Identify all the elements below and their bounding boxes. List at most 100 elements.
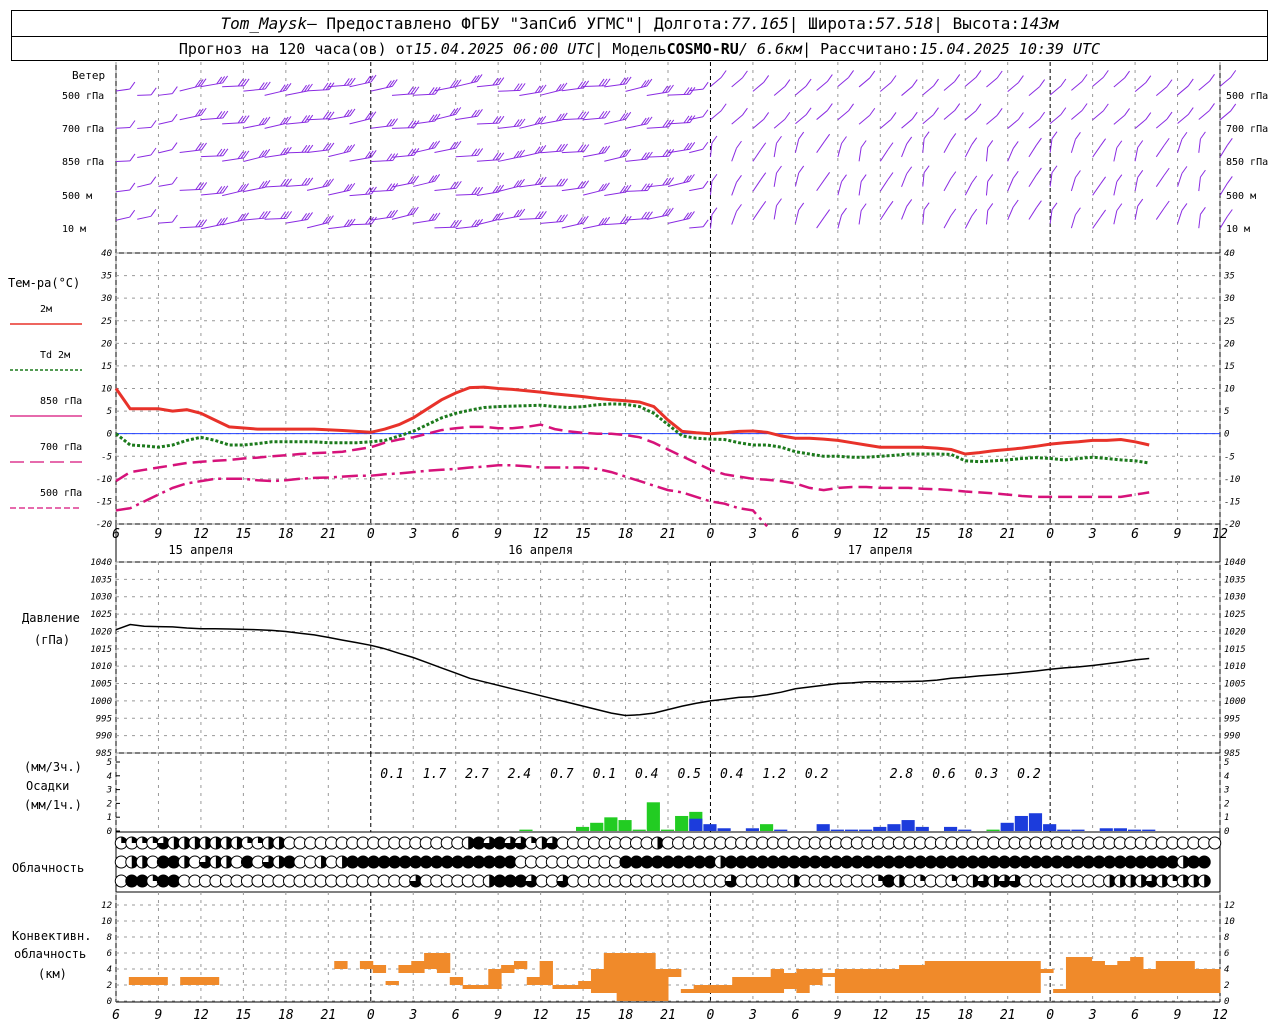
wind-barb-feather [307, 114, 314, 123]
conv-ytick-left: 0 [107, 997, 112, 1007]
cloud-fill [504, 875, 517, 887]
wind-barb-feather [222, 217, 228, 225]
wind-barb-shaft [879, 207, 889, 221]
wind-barb-feather [954, 74, 961, 82]
wind-barb-shaft [370, 216, 393, 221]
wind-barb-shaft [752, 119, 764, 129]
wind-barb-feather [711, 207, 718, 215]
wind-barb-feather [826, 74, 833, 82]
wind-barb-shaft [519, 91, 542, 96]
conv-ytick-right: 8 [1224, 933, 1229, 943]
conv-bar [847, 969, 862, 993]
wind-barb-feather [954, 103, 961, 111]
wind-barb-feather [534, 117, 541, 125]
conv-bar [745, 977, 759, 993]
conv-bar [1194, 969, 1208, 993]
wind-barb-shaft [879, 149, 889, 162]
cloud-symbol [1208, 836, 1222, 850]
wind-barb-feather [449, 80, 456, 89]
time-tick-bottom: 15 [915, 1008, 931, 1023]
wind-barb-feather [428, 87, 435, 95]
wind-barb-shaft [1049, 85, 1062, 96]
wind-barb-feather [887, 172, 894, 180]
wind-barb-shaft [1198, 138, 1201, 153]
snow-bar [958, 829, 972, 831]
cloud-fill [388, 856, 401, 868]
wind-barb-shaft [943, 81, 956, 91]
wind-barb-shaft [752, 179, 762, 192]
wind-barb-shaft [285, 151, 308, 154]
wind-barb-feather [559, 214, 565, 223]
wind-barb-feather [219, 217, 225, 226]
cloud-fill [993, 875, 1000, 887]
calc-time: 15.04.2025 10:39 UTC [919, 39, 1101, 58]
wind-barb-feather [349, 182, 356, 191]
wind-barb-feather [474, 219, 480, 227]
cloud-fill [1072, 856, 1085, 868]
wind-barb-shaft [582, 152, 605, 158]
time-tick-bottom: 3 [408, 1008, 417, 1023]
wind-barb-feather [513, 83, 520, 91]
wind-level-left: 700 гПа [62, 124, 104, 135]
wind-barb-shaft [709, 142, 713, 157]
prec-total-3h: 0.2 [805, 767, 829, 782]
cloud-fill [1193, 875, 1200, 887]
cloud-fill [777, 856, 790, 868]
wind-barb-shaft [1028, 144, 1037, 158]
cloud-fill [556, 875, 569, 888]
cloud-fill [1166, 856, 1179, 868]
wind-barb-feather [328, 111, 335, 120]
prec-ytick-left: 2 [107, 799, 112, 809]
pres-ytick-right: 1025 [1224, 610, 1246, 620]
wind-barb-shaft [455, 115, 478, 121]
snow-bar [859, 829, 873, 831]
wind-barb-shaft [285, 121, 308, 125]
wind-barb-feather [279, 117, 286, 126]
wind-barb-feather [1102, 70, 1109, 78]
wind-barb-shaft [667, 217, 690, 224]
wind-barb-shaft [689, 116, 704, 121]
wind-barb-feather [1039, 79, 1046, 87]
wind-barb-feather [763, 75, 770, 83]
wind-barb-feather [537, 177, 544, 185]
temp-ytick-left: 15 [101, 362, 112, 372]
wind-barb-shaft [1007, 206, 1014, 221]
lat-label: | Широта: [788, 14, 876, 33]
wind-barb-feather [219, 76, 226, 84]
wind-barb-feather [386, 183, 393, 191]
wind-barb-feather [689, 142, 696, 150]
wind-barb-feather [370, 150, 377, 158]
wind-barb-feather [625, 76, 632, 85]
wind-barb-shaft [200, 192, 223, 196]
wind-barb-feather [407, 120, 414, 129]
wind-barb-shaft [773, 118, 786, 129]
wind-barb-shaft [646, 126, 669, 129]
wind-barb-feather [304, 115, 311, 123]
cloud-fill [241, 856, 254, 868]
wind-barb-feather [1036, 137, 1042, 146]
cloud-fill [504, 856, 517, 868]
wind-barb-feather [848, 103, 854, 112]
time-tick-bottom: 0 [707, 1008, 715, 1023]
prec-total-3h: 0.6 [932, 767, 956, 782]
wind-barb-shaft [858, 181, 862, 196]
wind-barb-feather [579, 216, 586, 225]
wind-barb-shaft [413, 180, 435, 187]
wind-barb-feather [197, 108, 204, 117]
wind-barb-feather [434, 140, 441, 149]
cloud-fill [1130, 875, 1137, 887]
wind-barb-shaft [1219, 76, 1232, 87]
wind-barb-feather [556, 178, 563, 187]
time-tick-bottom: 18 [618, 1008, 634, 1023]
rain-bar [576, 826, 590, 831]
cloud-fill [131, 856, 138, 868]
wind-barb-feather [371, 186, 377, 195]
conv-bar [937, 961, 951, 993]
prec-ytick-left: 3 [106, 786, 112, 796]
wind-barb-shaft [1134, 177, 1139, 192]
wind-barb-feather [471, 219, 478, 228]
wind-barb-shaft [1198, 80, 1210, 91]
temp-ytick-left: -15 [96, 497, 112, 507]
temp-title: Тем-ра(°C) [8, 276, 80, 290]
wind-barb-shaft [137, 126, 152, 129]
